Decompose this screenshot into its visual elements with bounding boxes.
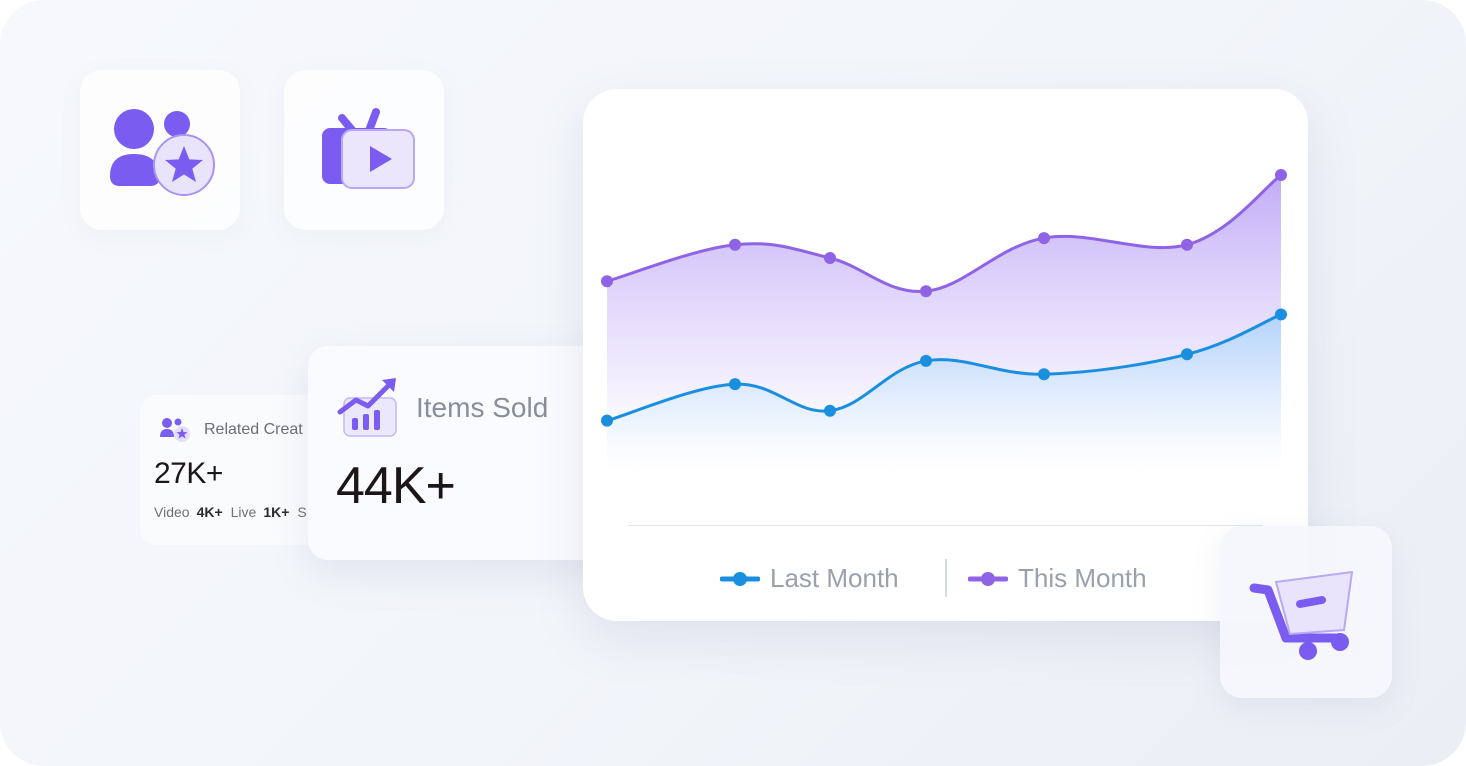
this-month-point-3 <box>824 252 836 264</box>
this-month-point-4 <box>920 285 932 298</box>
last-month-point-3 <box>824 404 836 417</box>
this-month-point-6 <box>1181 238 1193 251</box>
legend-last-label: Last Month <box>770 563 899 593</box>
legend-this-marker-icon <box>968 571 1008 586</box>
chart-legend: Last Month This Month <box>583 559 1308 599</box>
last-month-point-2 <box>729 378 741 391</box>
last-month-point-5 <box>1038 368 1050 381</box>
live-tv-play-icon <box>322 108 415 189</box>
this-month-point-7 <box>1275 169 1287 181</box>
related-creators-value: 27K+ <box>154 457 223 490</box>
cart-tile <box>1220 526 1392 698</box>
this-month-points <box>601 169 1287 298</box>
this-month-point-5 <box>1038 232 1050 245</box>
this-month-point-2 <box>729 238 741 251</box>
last-month-point-4 <box>920 354 932 367</box>
legend-this-label: This Month <box>1018 563 1147 593</box>
items-sold-value: 44K+ <box>336 457 456 515</box>
live-tile <box>284 70 444 230</box>
legend-this-month[interactable]: This Month <box>968 563 1147 594</box>
stat-video-value: 4K+ <box>196 504 223 520</box>
legend-divider <box>945 559 947 597</box>
legend-last-month[interactable]: Last Month <box>720 563 899 594</box>
area-chart <box>601 169 1287 474</box>
this-month-point-1 <box>601 275 613 288</box>
trending-chart-icon <box>337 378 397 437</box>
last-month-point-6 <box>1181 348 1193 361</box>
last-month-points <box>601 308 1287 427</box>
stat-video-label: Video <box>154 504 190 520</box>
creators-tile <box>80 70 240 230</box>
shopping-cart-icon <box>1249 570 1354 660</box>
chart-card: Last Month This Month <box>583 89 1308 621</box>
x-axis-baseline <box>628 525 1263 526</box>
stat-live-value: 1K+ <box>263 504 290 520</box>
creators-stats: Video 4K+ Live 1K+ S <box>154 504 307 520</box>
last-month-point-7 <box>1275 308 1287 321</box>
creators-star-icon <box>110 109 215 196</box>
creators-small-icon <box>160 418 190 442</box>
related-creators-label: Related Creat <box>204 421 303 438</box>
last-month-point-1 <box>601 414 613 427</box>
stat-other-label: S <box>297 504 307 520</box>
legend-last-marker-icon <box>720 571 760 586</box>
stat-live-label: Live <box>230 504 257 520</box>
items-sold-label: Items Sold <box>416 392 549 423</box>
last-month-area <box>607 314 1281 474</box>
